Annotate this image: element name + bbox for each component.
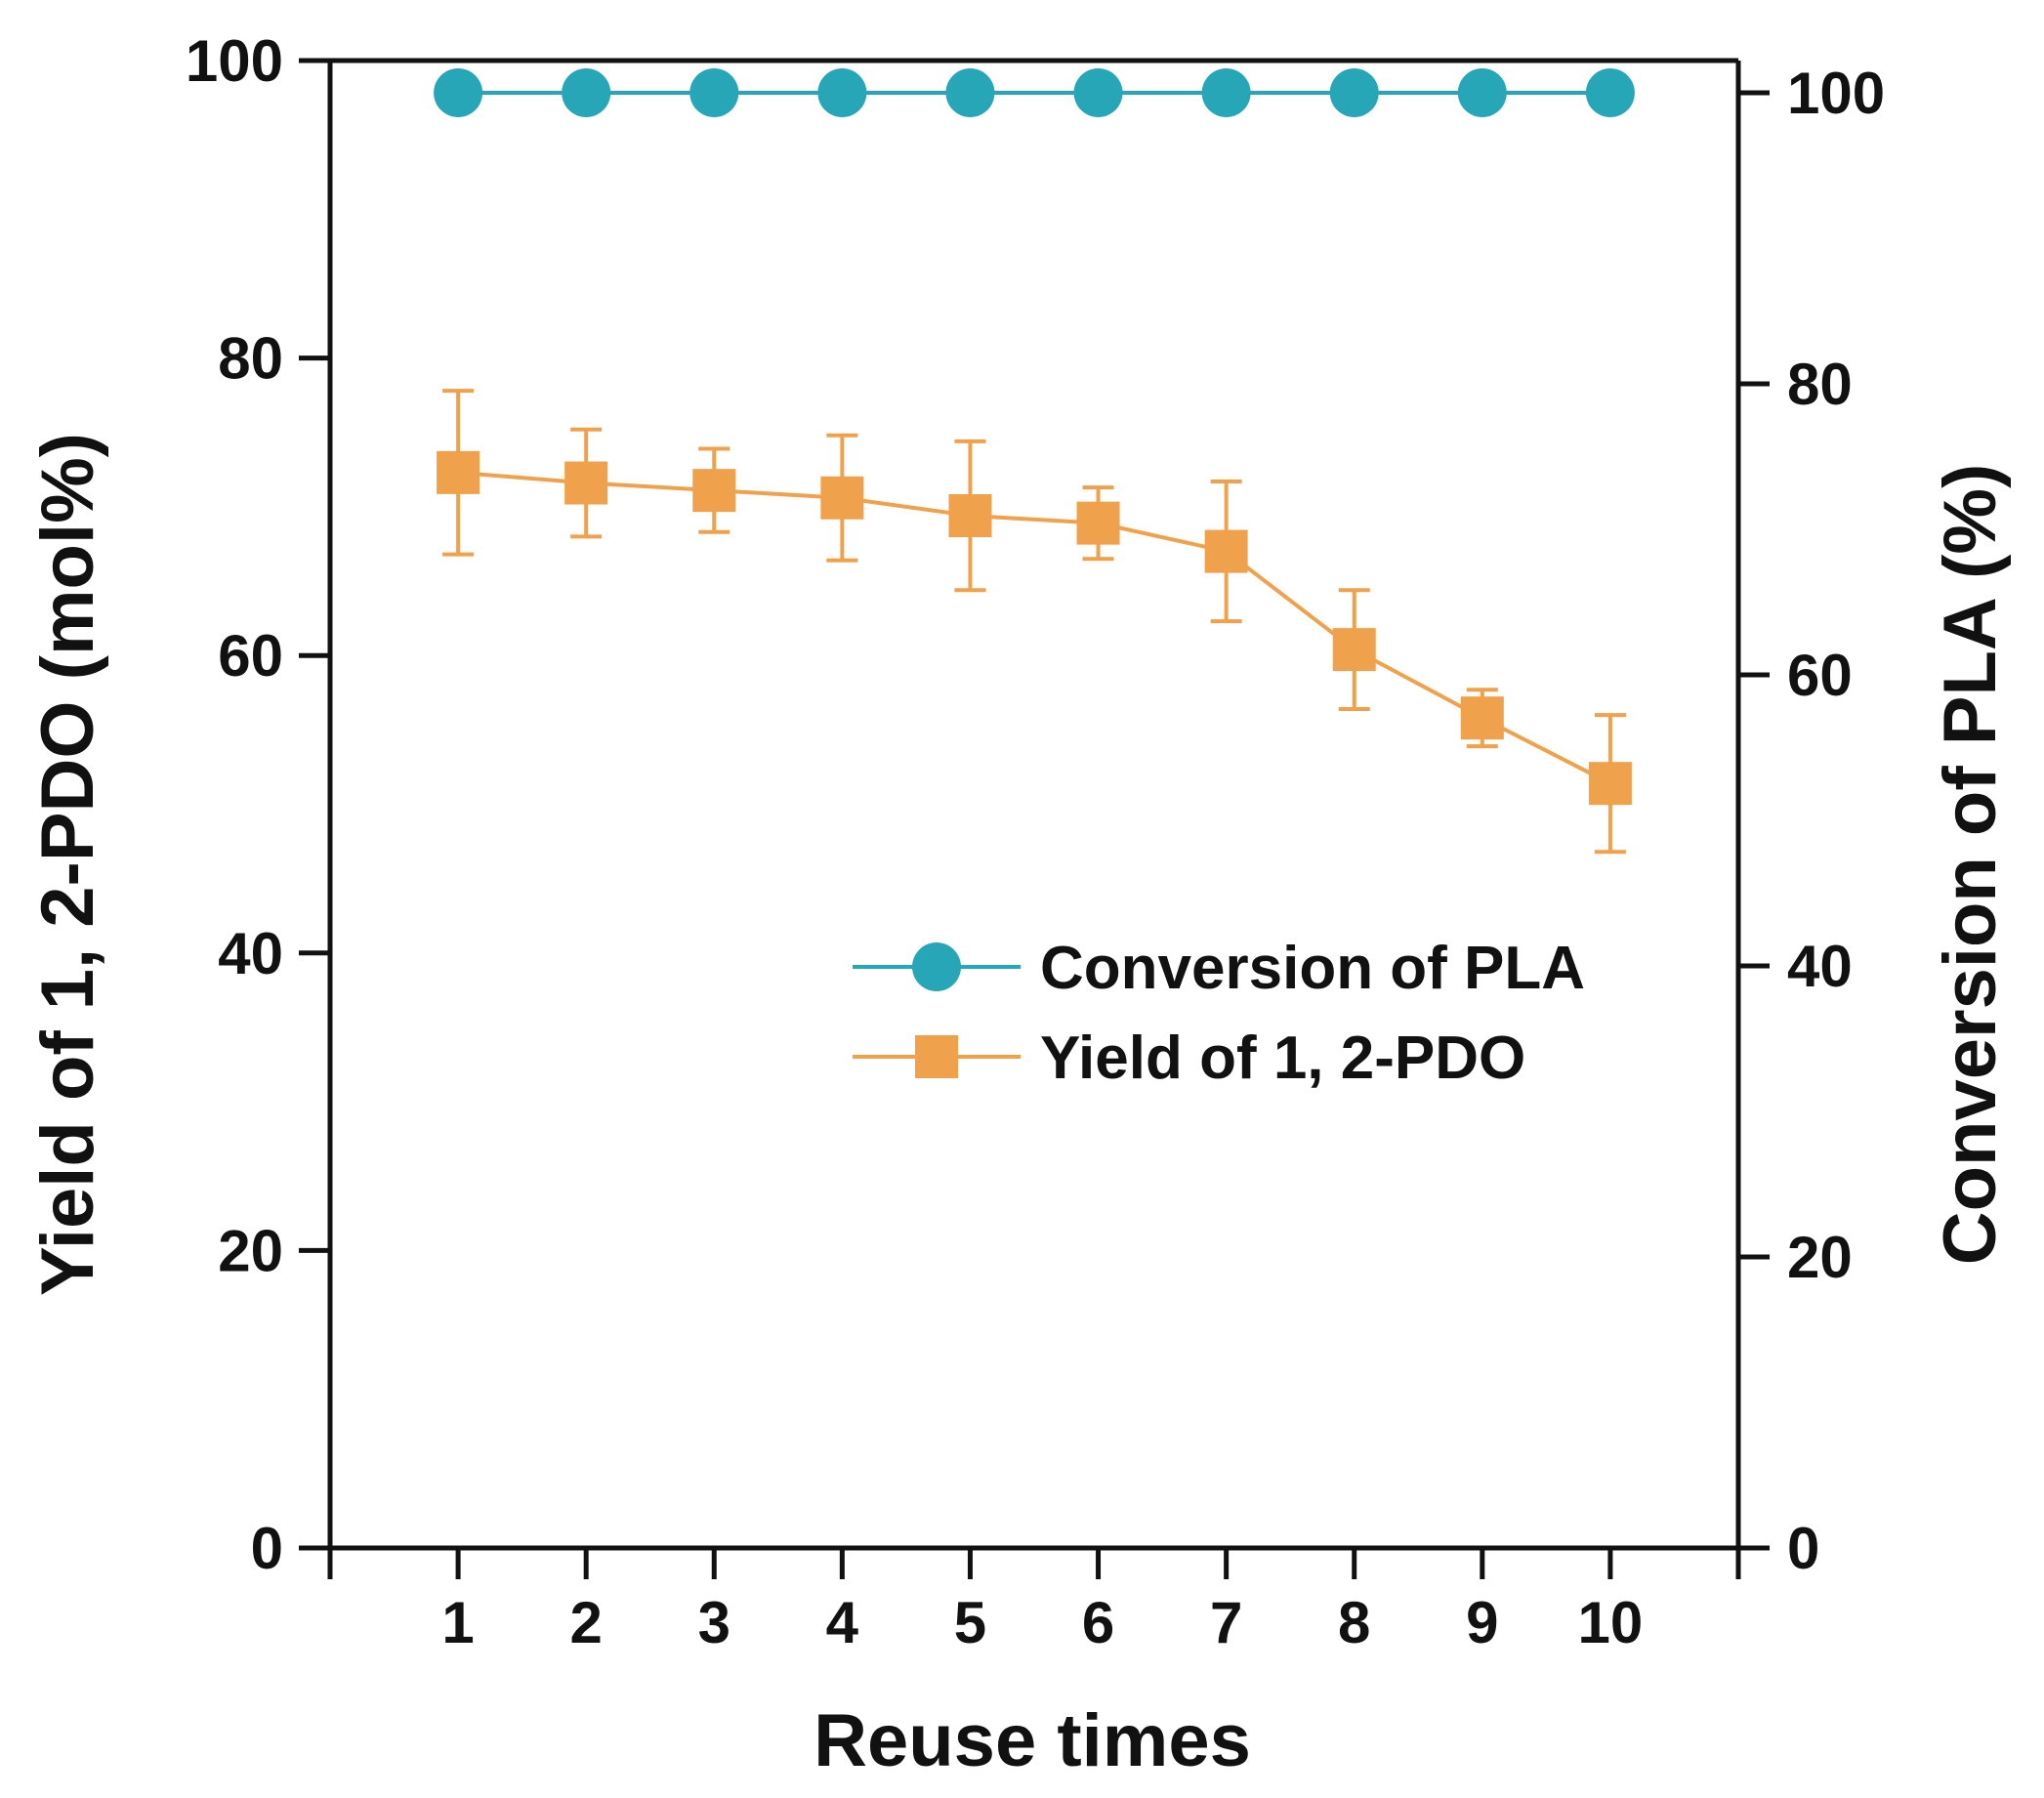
x-tick-label: 4 (826, 1590, 859, 1655)
data-point (820, 476, 864, 520)
legend-label: Yield of 1, 2-PDO (1040, 1024, 1525, 1092)
x-tick-label: 3 (698, 1590, 730, 1655)
x-tick-label: 5 (954, 1590, 986, 1655)
series-conversion-of-pla (434, 68, 1635, 117)
y-left-tick-label: 100 (186, 28, 283, 94)
data-point (817, 68, 867, 117)
y-right-tick-label: 100 (1787, 61, 1885, 126)
y-left-tick-label: 80 (218, 326, 283, 392)
y-left-axis: 0 20 40 60 80 100 (186, 28, 330, 1581)
data-point (562, 68, 611, 117)
y-right-axis: 0 20 40 60 80 100 (1738, 61, 1885, 1581)
data-point (1204, 529, 1248, 573)
data-point (1457, 68, 1507, 117)
data-point (948, 494, 992, 538)
x-tick-label: 2 (569, 1590, 602, 1655)
y-left-tick-label: 0 (251, 1516, 283, 1581)
x-tick-label: 6 (1082, 1590, 1114, 1655)
y-right-tick-label: 40 (1787, 934, 1853, 999)
y-left-axis-title: Yield of 1, 2-PDO (mol%) (26, 433, 109, 1296)
data-point (692, 469, 736, 513)
data-point (1329, 68, 1379, 117)
data-point (1073, 68, 1123, 117)
series-layer (434, 68, 1635, 855)
legend: Conversion of PLA Yield of 1, 2-PDO (853, 935, 1585, 1092)
legend-label: Conversion of PLA (1040, 935, 1585, 1002)
series-yield-of-1-2-pdo (437, 389, 1632, 855)
x-tick-label: 10 (1578, 1590, 1644, 1655)
data-point (1588, 762, 1632, 806)
data-point (1201, 68, 1251, 117)
x-tick-label: 8 (1338, 1590, 1370, 1655)
x-tick-label: 7 (1210, 1590, 1242, 1655)
data-point (945, 68, 995, 117)
x-axis: 1 2 3 4 5 6 7 8 9 10 (327, 1548, 1741, 1655)
plot-frame (299, 58, 1741, 1551)
y-right-tick-label: 60 (1787, 643, 1853, 708)
legend-marker (912, 942, 961, 991)
data-point (434, 68, 483, 117)
legend-marker (915, 1035, 958, 1078)
data-point (1076, 501, 1120, 545)
data-point (1332, 628, 1376, 672)
y-left-tick-label: 60 (218, 623, 283, 689)
legend-item-conversion: Conversion of PLA (853, 935, 1585, 1002)
data-point (1460, 696, 1504, 740)
series-line (457, 470, 1611, 785)
y-left-tick-label: 20 (218, 1218, 283, 1283)
y-right-axis-title: Conversion of PLA (%) (1929, 464, 2012, 1266)
data-point (437, 450, 480, 494)
legend-item-yield: Yield of 1, 2-PDO (853, 1024, 1525, 1092)
y-right-tick-label: 20 (1787, 1225, 1853, 1290)
data-point (689, 68, 739, 117)
x-tick-label: 1 (441, 1590, 474, 1655)
x-axis-title: Reuse times (813, 1699, 1251, 1782)
data-point (1585, 68, 1635, 117)
x-tick-label: 9 (1466, 1590, 1498, 1655)
data-point (564, 461, 608, 505)
y-left-tick-label: 40 (218, 921, 283, 986)
y-right-tick-label: 80 (1787, 352, 1853, 417)
y-right-tick-label: 0 (1787, 1516, 1819, 1581)
